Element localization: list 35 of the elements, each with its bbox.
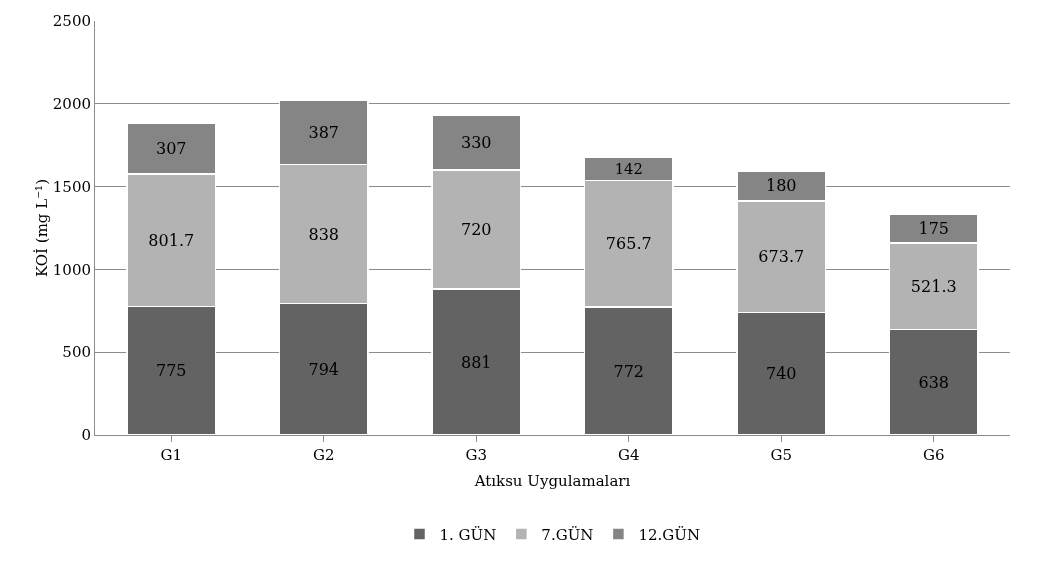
data-label: 330 bbox=[460, 133, 492, 153]
data-label: 521.3 bbox=[910, 276, 957, 296]
x-tick-label: G4 bbox=[617, 446, 640, 464]
legend-label: 12.GÜN bbox=[638, 525, 701, 544]
data-label: 638 bbox=[918, 372, 950, 392]
data-label: 765.7 bbox=[605, 234, 652, 254]
data-label: 720 bbox=[460, 219, 492, 239]
x-tick-label: G5 bbox=[770, 446, 793, 464]
data-label: 142 bbox=[614, 159, 643, 177]
data-label: 838 bbox=[308, 224, 340, 244]
legend-label: 1. GÜN bbox=[439, 525, 497, 544]
y-tick-label: 0 bbox=[81, 426, 91, 445]
y-tick-label: 1500 bbox=[52, 177, 91, 196]
y-axis-title: KOİ (mg L⁻¹) bbox=[32, 179, 51, 277]
x-axis-title: Atıksu Uygulamaları bbox=[473, 472, 631, 490]
y-tick-label: 2500 bbox=[52, 12, 91, 31]
data-label: 307 bbox=[155, 138, 187, 158]
data-label: 775 bbox=[155, 361, 187, 381]
y-tick-label: 1000 bbox=[52, 260, 91, 279]
x-tick-label: G3 bbox=[465, 446, 488, 464]
y-tick-label: 2000 bbox=[52, 95, 91, 114]
data-label: 673.7 bbox=[758, 247, 805, 267]
data-label: 387 bbox=[308, 123, 340, 143]
data-label: 180 bbox=[765, 176, 797, 196]
data-label: 772 bbox=[613, 361, 645, 381]
x-tick-label: G2 bbox=[312, 446, 335, 464]
data-label: 740 bbox=[765, 364, 797, 384]
data-label: 794 bbox=[308, 359, 340, 379]
data-label: 881 bbox=[460, 352, 492, 372]
data-label: 801.7 bbox=[148, 230, 195, 250]
legend-label: 7.GÜN bbox=[541, 525, 594, 544]
data-label: 175 bbox=[918, 219, 950, 239]
y-tick-label: 500 bbox=[62, 343, 91, 362]
x-tick-label: G1 bbox=[160, 446, 183, 464]
x-tick-label: G6 bbox=[922, 446, 945, 464]
